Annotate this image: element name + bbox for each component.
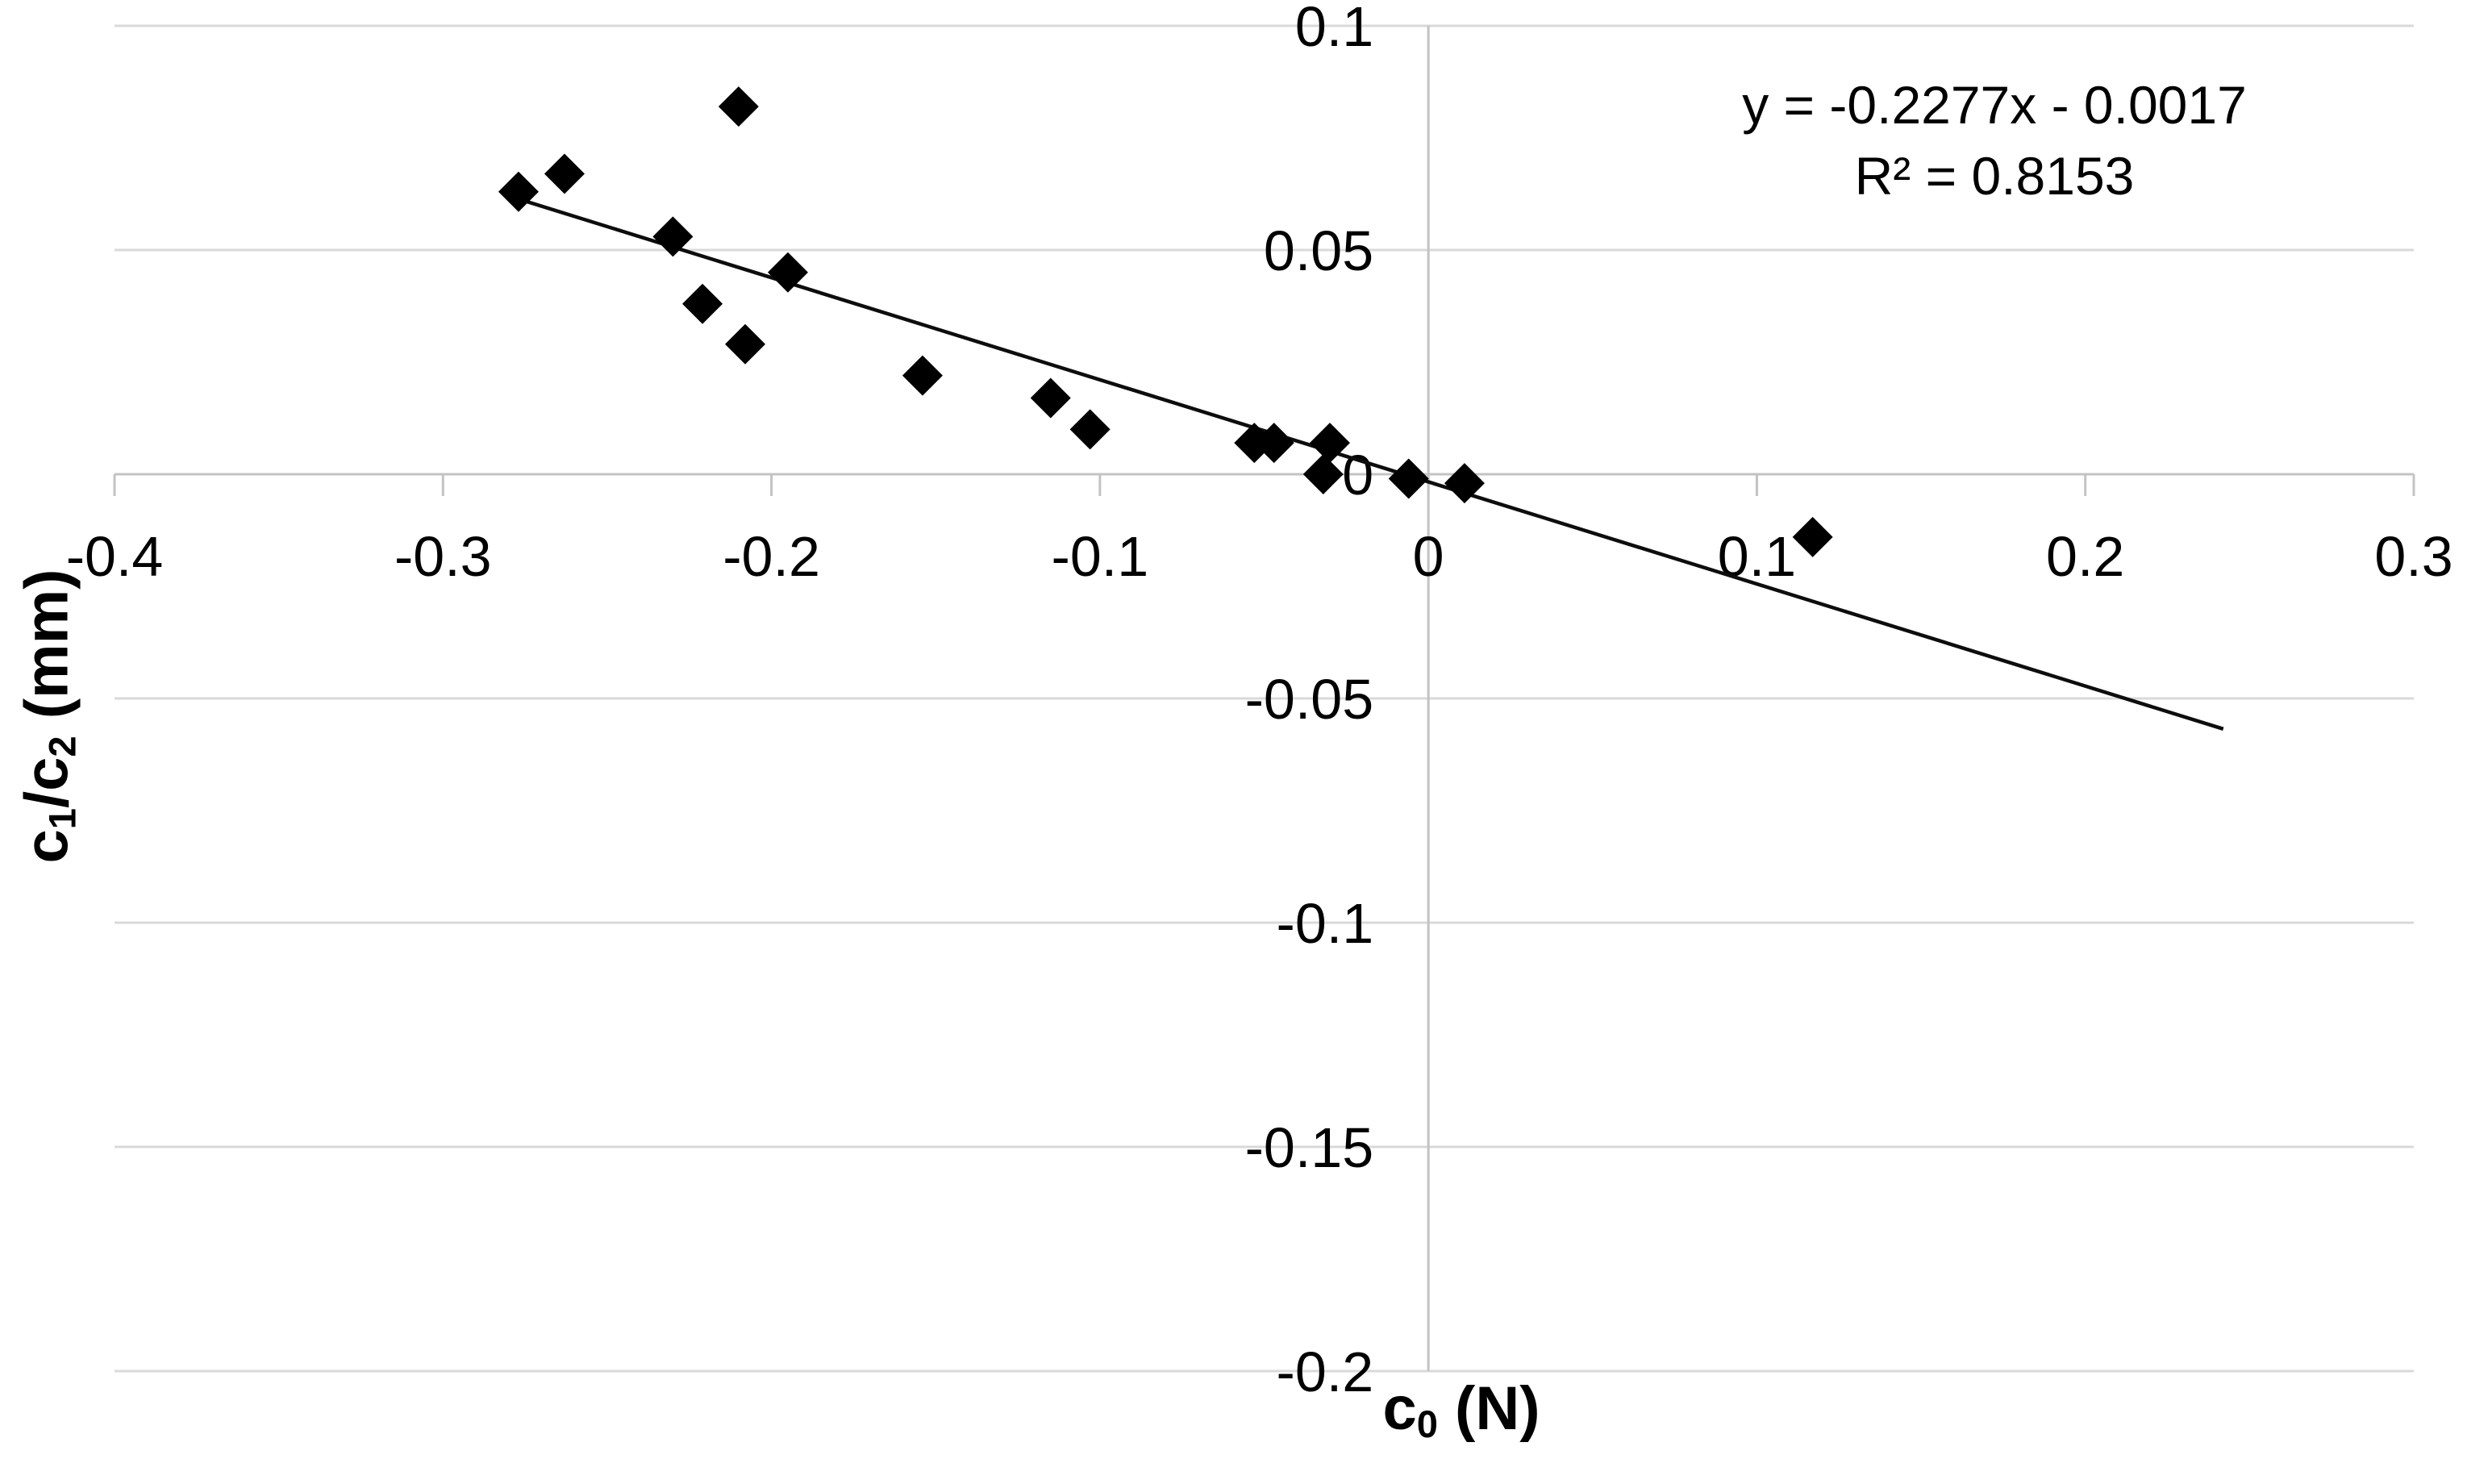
text-run: (mm) — [12, 569, 81, 736]
data-point-diamond — [1388, 458, 1429, 499]
data-point-diamond — [1444, 463, 1485, 504]
r-squared-value: R² = 0.8153 — [1854, 146, 2135, 206]
subscript-run: 1 — [40, 808, 84, 830]
y-tick-label: -0.1 — [1277, 892, 1374, 955]
x-tick-label: -0.2 — [723, 525, 820, 588]
data-point-diamond — [498, 171, 539, 212]
x-tick-label: -0.4 — [66, 525, 164, 588]
x-tick-label: 0.2 — [2046, 525, 2124, 588]
trendline-equation-block: y = -0.2277x - 0.0017 R² = 0.8153 — [1712, 69, 2277, 211]
text-run: c — [12, 829, 81, 864]
data-point-diamond — [1302, 454, 1344, 494]
subscript-run: 0 — [1416, 1403, 1438, 1446]
y-tick-label: 0.05 — [1264, 219, 1373, 282]
data-point-diamond — [718, 86, 759, 127]
text-run: /c — [12, 757, 81, 808]
text-run: (N) — [1437, 1374, 1540, 1443]
y-tick-label: -0.15 — [1245, 1116, 1374, 1179]
x-tick-label: -0.1 — [1052, 525, 1149, 588]
x-tick-label: 0 — [1413, 525, 1444, 588]
data-point-diamond — [724, 323, 765, 365]
x-tick-label: -0.3 — [394, 525, 492, 588]
data-point-diamond — [652, 216, 694, 257]
data-point-diamond — [1309, 423, 1350, 464]
trendline-equation: y = -0.2277x - 0.0017 — [1742, 75, 2247, 135]
subscript-run: 2 — [40, 736, 84, 757]
data-point-diamond — [1069, 409, 1111, 450]
data-point-diamond — [767, 252, 808, 293]
data-point-diamond — [682, 283, 723, 324]
x-tick-label: 0.3 — [2374, 525, 2452, 588]
y-tick-label: -0.2 — [1277, 1340, 1374, 1403]
x-tick-label: 0.1 — [1718, 525, 1796, 588]
x-axis-title: c0 (N) — [1179, 1374, 1744, 1446]
y-tick-label: -0.05 — [1245, 668, 1374, 731]
y-tick-label: 0 — [1342, 444, 1373, 506]
data-point-diamond — [1030, 377, 1071, 419]
text-run: c — [1382, 1374, 1417, 1443]
y-axis-title: c1/c2 (mm) — [12, 569, 84, 864]
data-point-diamond — [902, 355, 943, 396]
trendline — [518, 197, 2224, 731]
data-point-diamond — [544, 153, 585, 194]
data-point-diamond — [1253, 423, 1294, 464]
data-point-diamond — [1792, 516, 1833, 557]
y-tick-label: 0.1 — [1295, 0, 1373, 58]
